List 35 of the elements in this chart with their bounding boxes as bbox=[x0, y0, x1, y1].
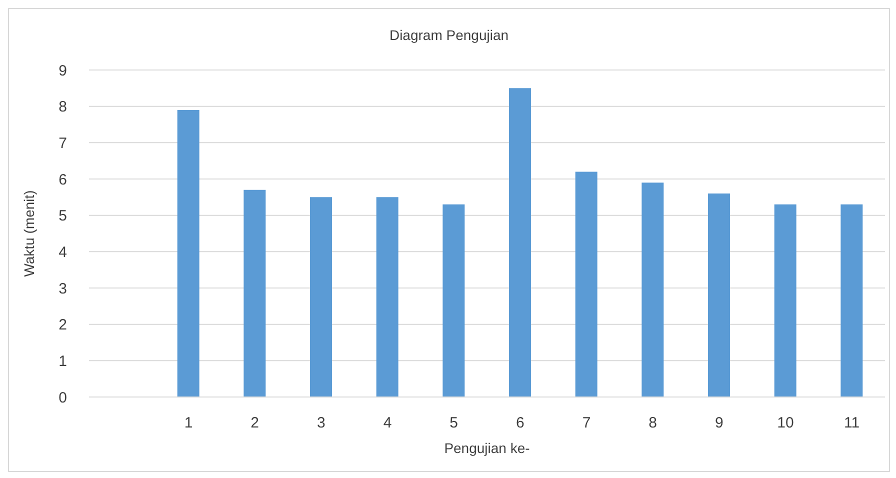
bar bbox=[774, 204, 796, 397]
y-tick-label: 2 bbox=[58, 316, 67, 334]
x-tick-label: 2 bbox=[250, 414, 260, 432]
x-tick-label: 4 bbox=[383, 414, 392, 432]
y-tick-label: 4 bbox=[58, 244, 67, 261]
y-axis-title: Waktu (menit) bbox=[20, 190, 37, 277]
bar bbox=[575, 172, 598, 397]
x-tick-label: 10 bbox=[777, 414, 794, 432]
x-axis-title: Pengujian ke- bbox=[444, 440, 530, 456]
chart-title: Diagram Pengujian bbox=[388, 27, 510, 43]
x-tick-label: 7 bbox=[582, 414, 591, 432]
y-tick-label: 8 bbox=[58, 98, 67, 116]
bar bbox=[509, 88, 531, 397]
y-tick-label: 9 bbox=[58, 62, 67, 80]
y-tick-label: 0 bbox=[58, 389, 67, 406]
y-tick-label: 7 bbox=[58, 134, 67, 152]
y-tick-label: 3 bbox=[58, 280, 67, 298]
x-tick-label: 8 bbox=[648, 414, 658, 432]
bar bbox=[177, 110, 200, 397]
bar bbox=[244, 190, 266, 397]
bar bbox=[840, 204, 863, 397]
x-tick-label: 6 bbox=[516, 414, 524, 432]
x-tick-label: 9 bbox=[714, 414, 724, 432]
x-tick-label: 5 bbox=[450, 414, 458, 432]
x-tick-label: 1 bbox=[184, 414, 193, 432]
bar bbox=[442, 204, 465, 397]
bar bbox=[708, 194, 730, 397]
x-tick-label: 11 bbox=[844, 414, 860, 432]
y-tick-label: 6 bbox=[58, 171, 67, 188]
bar bbox=[376, 197, 398, 397]
bar bbox=[310, 197, 332, 397]
y-tick-label: 1 bbox=[58, 352, 67, 370]
x-tick-label: 3 bbox=[316, 414, 326, 432]
bar bbox=[642, 182, 664, 397]
y-tick-label: 5 bbox=[58, 208, 67, 225]
